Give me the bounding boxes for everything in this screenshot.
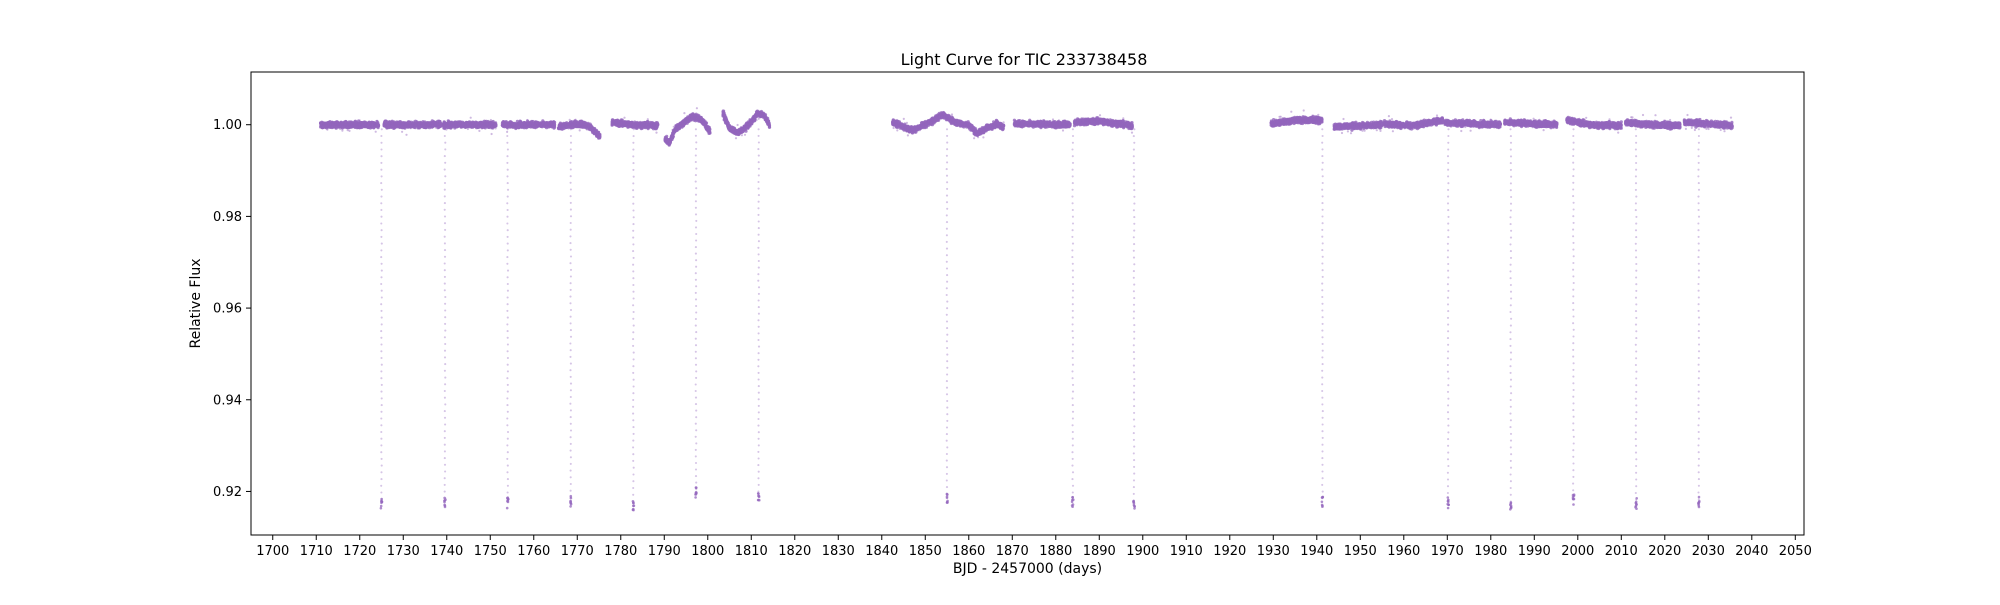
data-point [553,125,557,129]
data-point [655,131,658,134]
data-point [982,136,985,139]
data-point [950,113,954,116]
data-point [506,130,509,133]
data-point [656,123,660,127]
data-point [708,127,712,131]
data-point [578,129,581,132]
data-point [736,123,739,127]
data-point [469,116,472,119]
data-point [358,119,361,122]
data-point [401,130,404,133]
data-point [755,119,758,122]
chart-title: Light Curve for TIC 233738458 [901,50,1148,69]
data-point [598,134,602,139]
data-point [743,133,747,136]
data-point [683,112,686,115]
data-point [896,129,899,132]
data-point [553,120,557,124]
data-point [734,137,738,140]
data-point [905,121,909,124]
data-point [708,131,712,135]
data-point [623,116,626,119]
data-point [704,121,709,125]
data-point [490,132,493,136]
data-point [646,118,649,121]
data-point [757,117,760,120]
data-point [466,127,469,131]
data-point [341,129,344,132]
data-point [902,117,905,120]
data-point [740,134,744,137]
data-point [494,127,497,130]
data-point [494,123,498,127]
data-point [977,136,980,139]
data-point [695,107,699,110]
data-point [723,109,726,112]
data-points [319,107,1734,512]
data-point [326,128,329,131]
data-point [671,134,675,138]
data-point [348,129,351,132]
data-point [744,129,748,133]
data-point [346,129,349,132]
data-point [767,125,772,129]
data-point [973,137,976,140]
data-point [892,126,895,130]
data-point [478,129,481,132]
data-point [374,130,377,133]
data-point [405,133,408,136]
data-point [906,134,910,137]
data-point [376,124,381,128]
data-point [665,134,669,138]
